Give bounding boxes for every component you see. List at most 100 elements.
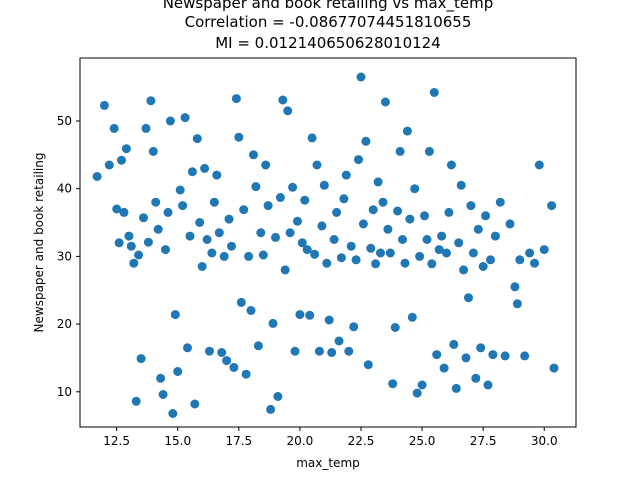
data-point bbox=[271, 232, 280, 242]
data-point bbox=[319, 180, 329, 190]
data-point bbox=[180, 113, 190, 123]
data-point bbox=[109, 123, 119, 133]
x-tick-label: 27.5 bbox=[470, 434, 497, 448]
data-point bbox=[478, 262, 488, 271]
data-point bbox=[356, 72, 366, 82]
data-point bbox=[99, 100, 109, 110]
data-point bbox=[246, 306, 256, 315]
data-point bbox=[139, 213, 148, 223]
data-point bbox=[131, 396, 141, 406]
data-point bbox=[227, 241, 236, 251]
data-point bbox=[244, 251, 254, 261]
y-axis-label: Newspaper and book retailing bbox=[32, 153, 46, 333]
data-point bbox=[275, 193, 285, 202]
data-point bbox=[393, 206, 403, 216]
data-point bbox=[539, 245, 549, 255]
data-point bbox=[378, 197, 388, 207]
data-point bbox=[383, 224, 393, 234]
data-point bbox=[451, 383, 461, 393]
data-point bbox=[500, 351, 510, 361]
data-point bbox=[429, 88, 439, 97]
data-point bbox=[136, 354, 146, 364]
data-point bbox=[121, 144, 131, 154]
data-point bbox=[134, 250, 144, 260]
data-point bbox=[153, 224, 163, 234]
data-point bbox=[349, 322, 359, 332]
data-point bbox=[371, 259, 381, 269]
data-point bbox=[151, 197, 161, 207]
data-point bbox=[405, 214, 415, 224]
data-point bbox=[283, 106, 293, 116]
y-tick-label: 10 bbox=[57, 385, 72, 399]
data-point bbox=[307, 133, 317, 143]
data-point bbox=[456, 180, 466, 190]
chart-title-line-3: MI = 0.012140650628010124 bbox=[215, 34, 441, 52]
data-point bbox=[495, 197, 505, 207]
data-point bbox=[224, 214, 234, 224]
data-point bbox=[417, 380, 427, 390]
data-point bbox=[273, 392, 283, 401]
data-point bbox=[322, 258, 332, 268]
data-point bbox=[415, 251, 425, 261]
data-point bbox=[209, 197, 219, 207]
data-point bbox=[165, 116, 175, 126]
data-point bbox=[256, 228, 266, 238]
data-point bbox=[395, 146, 405, 156]
data-point bbox=[288, 182, 298, 192]
data-point bbox=[119, 207, 129, 217]
data-point bbox=[239, 205, 249, 215]
data-point bbox=[512, 299, 522, 309]
data-point bbox=[143, 237, 153, 247]
data-point bbox=[351, 255, 361, 265]
data-point bbox=[483, 380, 493, 390]
data-point bbox=[346, 241, 356, 251]
data-point bbox=[187, 167, 197, 177]
data-point bbox=[317, 221, 327, 231]
data-point bbox=[373, 177, 383, 187]
data-point bbox=[332, 207, 342, 217]
data-point bbox=[339, 194, 349, 204]
data-point bbox=[454, 238, 464, 248]
data-point bbox=[310, 249, 320, 259]
data-point bbox=[530, 258, 539, 268]
data-point bbox=[173, 367, 183, 376]
data-point bbox=[361, 136, 371, 146]
data-point bbox=[305, 310, 315, 320]
data-point bbox=[263, 201, 273, 211]
data-point bbox=[464, 293, 473, 303]
y-axis-ticks: 10 20 30 40 50 bbox=[57, 114, 80, 399]
data-point bbox=[442, 248, 451, 258]
data-point bbox=[251, 182, 261, 192]
data-point bbox=[126, 241, 136, 251]
data-point bbox=[390, 323, 400, 332]
data-point bbox=[148, 146, 158, 156]
data-point bbox=[407, 312, 417, 322]
data-point bbox=[444, 207, 454, 217]
data-point bbox=[249, 150, 258, 160]
data-point bbox=[520, 351, 530, 361]
data-point bbox=[388, 379, 398, 389]
data-point bbox=[505, 219, 515, 229]
data-point bbox=[466, 201, 476, 211]
data-point bbox=[141, 123, 151, 133]
data-point bbox=[261, 160, 271, 170]
data-point bbox=[195, 218, 205, 227]
y-tick-label: 20 bbox=[57, 317, 72, 331]
data-point bbox=[156, 373, 166, 383]
data-point bbox=[549, 363, 559, 373]
data-point bbox=[422, 235, 432, 244]
data-point bbox=[368, 205, 378, 215]
data-point bbox=[437, 231, 447, 241]
data-point bbox=[471, 373, 481, 383]
data-point bbox=[168, 409, 178, 418]
x-tick-label: 12.5 bbox=[103, 434, 130, 448]
chart-title-line-2: Correlation = -0.08677074451810655 bbox=[185, 13, 472, 31]
data-point bbox=[158, 390, 168, 399]
plot-area-frame bbox=[79, 57, 577, 428]
data-point bbox=[434, 245, 444, 255]
data-point bbox=[236, 297, 246, 307]
data-point bbox=[161, 245, 170, 255]
x-tick-label: 25.0 bbox=[409, 434, 436, 448]
